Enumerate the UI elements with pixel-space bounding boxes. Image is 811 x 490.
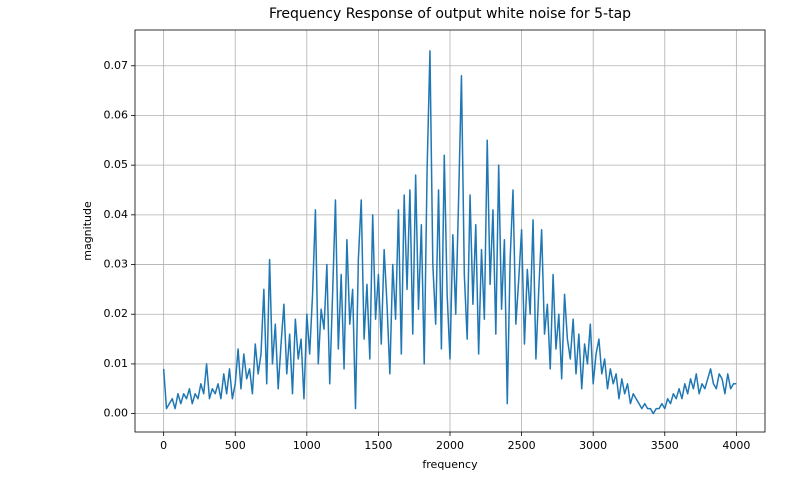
y-tick-label: 0.03 [104, 258, 129, 271]
chart-title: Frequency Response of output white noise… [269, 6, 631, 22]
x-tick-label: 3500 [651, 439, 679, 452]
x-tick-label: 4000 [722, 439, 750, 452]
y-tick-label: 0.07 [104, 59, 129, 72]
x-axis-label: frequency [422, 458, 478, 471]
x-tick-label: 2500 [508, 439, 536, 452]
x-tick-label: 1000 [293, 439, 321, 452]
y-tick-label: 0.01 [104, 357, 129, 370]
y-tick-label: 0.02 [104, 307, 129, 320]
y-tick-label: 0.00 [104, 407, 129, 420]
y-tick-label: 0.06 [104, 108, 129, 121]
data-line [162, 50, 737, 415]
y-axis-label: magnitude [81, 201, 94, 261]
x-tick-label: 0 [160, 439, 167, 452]
plot-frame [134, 29, 766, 433]
x-tick-label: 1500 [364, 439, 392, 452]
y-tick-label: 0.04 [104, 208, 129, 221]
x-tick-label: 3000 [579, 439, 607, 452]
x-tick-label: 500 [225, 439, 246, 452]
x-tick-label: 2000 [436, 439, 464, 452]
y-tick-label: 0.05 [104, 158, 129, 171]
